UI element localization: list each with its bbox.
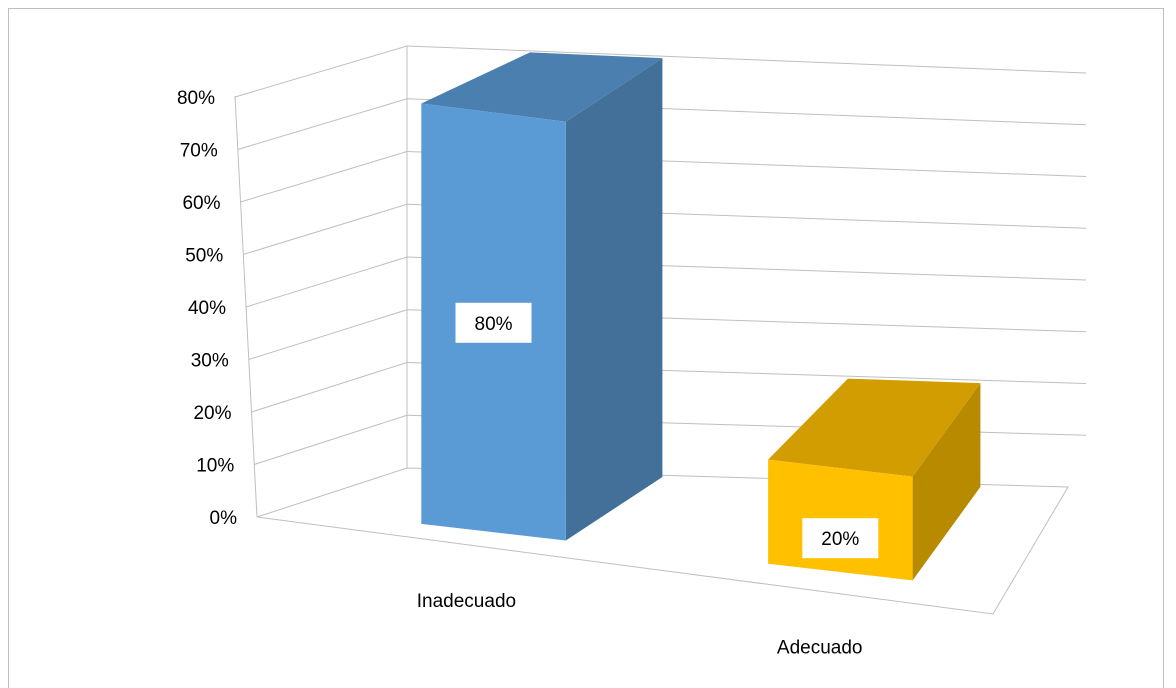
y-tick-label: 40% bbox=[188, 298, 226, 319]
data-label: 80% bbox=[455, 302, 532, 343]
x-category-label: Adecuado bbox=[777, 638, 863, 659]
gridline-side-10% bbox=[254, 414, 408, 465]
bar-inadecuado: 80% bbox=[421, 52, 663, 541]
y-tick-label: 60% bbox=[182, 193, 220, 214]
gridline-side-60% bbox=[240, 151, 408, 203]
gridline-side-50% bbox=[243, 203, 408, 255]
y-tick-label: 20% bbox=[193, 403, 231, 424]
data-label: 20% bbox=[802, 518, 879, 559]
bar-top-face bbox=[768, 378, 981, 477]
gridline-side-40% bbox=[245, 256, 408, 308]
bar-top-face bbox=[421, 52, 663, 122]
x-category-label: Inadecuado bbox=[417, 591, 516, 612]
floor-plane bbox=[256, 467, 1069, 615]
gridline-back-80% bbox=[406, 45, 1087, 74]
y-tick-label: 50% bbox=[185, 246, 223, 267]
gridline-side-20% bbox=[251, 362, 408, 413]
y-tick-label: 0% bbox=[210, 508, 238, 529]
gridline-side-80% bbox=[234, 45, 408, 98]
bar-side-face bbox=[565, 58, 663, 541]
gridline-side-30% bbox=[248, 309, 408, 360]
y-tick-label: 30% bbox=[191, 351, 229, 372]
data-label-text: 80% bbox=[475, 314, 513, 335]
data-label-box bbox=[455, 302, 532, 343]
data-label-text: 20% bbox=[821, 529, 859, 550]
data-label-box bbox=[802, 518, 879, 559]
bar-adecuado: 20% bbox=[768, 378, 981, 581]
y-tick-label: 10% bbox=[196, 456, 234, 477]
y-tick-label: 80% bbox=[177, 88, 215, 109]
bar-side-face bbox=[912, 383, 981, 581]
gridline-side-70% bbox=[237, 98, 408, 150]
y-tick-label: 70% bbox=[180, 141, 218, 162]
